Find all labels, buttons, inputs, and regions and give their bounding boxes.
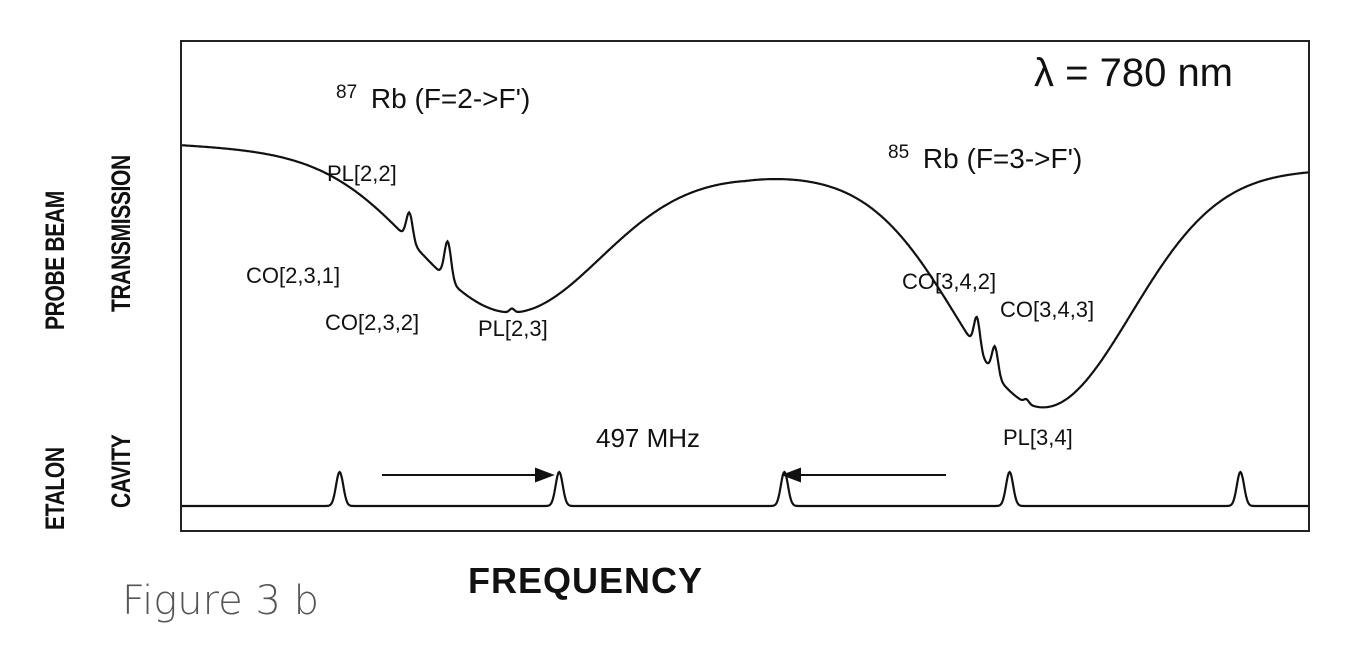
ylabel-upper-line1: PROBE BEAM <box>40 191 70 330</box>
rb85-label: 85 Rb (F=3->F') <box>888 133 1082 174</box>
wavelength-label: λ = 780 nm <box>1034 51 1233 95</box>
figure-caption: Figure 3 b <box>122 578 320 624</box>
fsr-label: 497 MHz <box>596 423 700 453</box>
co343-label: CO[3,4,3] <box>1000 297 1094 322</box>
arrow-right-head <box>535 467 555 483</box>
co342-label: CO[3,4,2] <box>902 269 996 294</box>
pl23-label: PL[2,3] <box>478 316 548 341</box>
ylabel-lower-line1: ETALON <box>40 447 70 530</box>
co232-label: CO[2,3,2] <box>325 310 419 335</box>
pl34-label: PL[3,4] <box>1003 425 1073 450</box>
fsr-arrows <box>382 467 946 483</box>
ylabel-upper-line2: TRANSMISSION <box>106 155 136 312</box>
ylabel-lower-line2: CAVITY <box>106 434 136 508</box>
etalon-cavity-trace <box>182 470 1308 508</box>
transmission-curve <box>182 144 1309 409</box>
co231-label: CO[2,3,1] <box>246 263 340 288</box>
plot-frame <box>180 40 1310 532</box>
pl22-label: PL[2,2] <box>327 161 397 186</box>
rb87-label: 87 Rb (F=2->F') <box>336 73 530 114</box>
arrow-left-head <box>781 467 801 483</box>
x-axis-label: FREQUENCY <box>468 560 704 601</box>
